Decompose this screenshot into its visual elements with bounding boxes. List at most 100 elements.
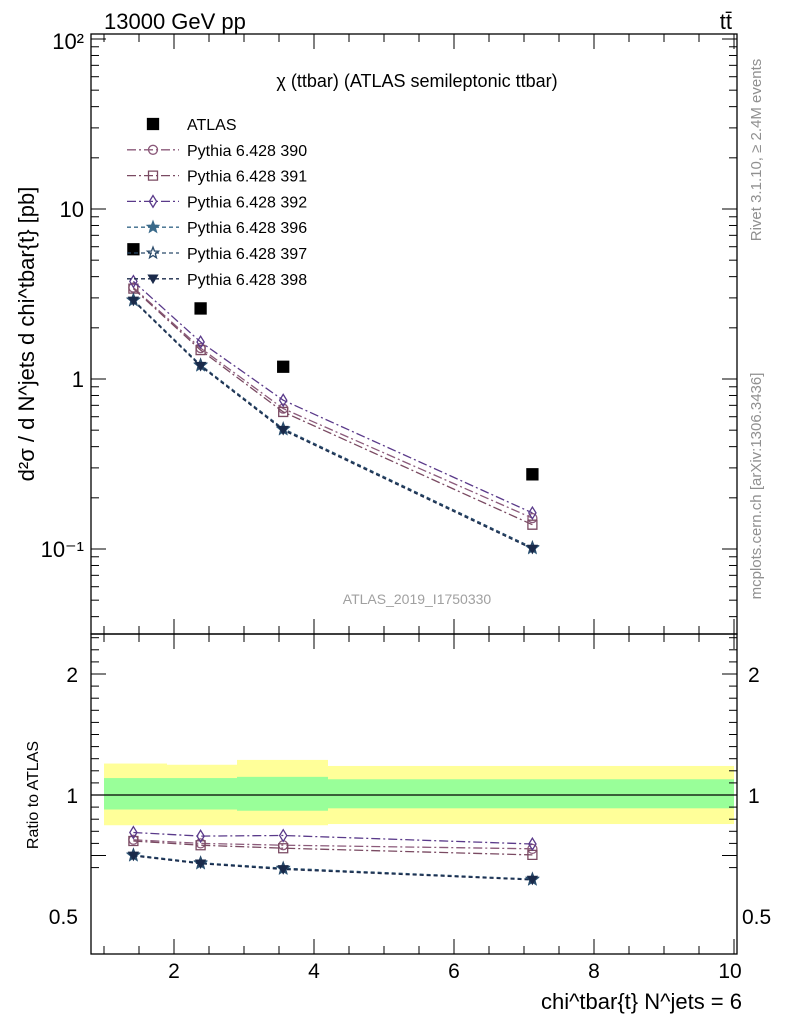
rivet-version-label: Rivet 3.1.10, ≥ 2.4M events <box>748 59 765 242</box>
main-series-group <box>126 243 540 555</box>
series-line <box>132 299 533 549</box>
band-green <box>237 776 328 811</box>
main-ticks <box>91 34 737 634</box>
data-point <box>526 544 539 555</box>
ratio-y-tick-label-0.5: 0.5 <box>49 906 78 929</box>
legend-item: Pythia 6.428 392 <box>127 194 307 211</box>
legend-label: Pythia 6.428 391 <box>187 169 307 186</box>
ratio-y-tick-label-1: 1 <box>66 785 78 808</box>
data-point <box>528 505 537 521</box>
main-y-tick-labels: 10² 10 1 10⁻¹ <box>41 29 84 562</box>
legend: ATLAS Pythia 6.428 390 Pythia 6.428 391 Pyt… <box>127 117 307 289</box>
data-point <box>277 425 289 436</box>
x-tick-label-10: 10 <box>718 960 741 983</box>
ratio-series-pythia-6-428-398 <box>127 851 539 886</box>
analysis-label: ATLAS_2019_I1750330 <box>343 591 492 607</box>
ratio-line <box>133 855 533 881</box>
mcplots-label: mcplots.cern.ch [arXiv:1306.3436] <box>748 373 765 600</box>
ratio-y-tick-label-2: 2 <box>66 664 78 687</box>
ratio-y-tick-label-right-0.5: 0.5 <box>742 906 771 929</box>
ratio-y-axis-label: Ratio to ATLAS <box>25 741 42 849</box>
data-point <box>526 468 539 481</box>
x-tick-label-6: 6 <box>448 960 460 983</box>
legend-label: Pythia 6.428 396 <box>187 220 307 237</box>
data-point <box>277 360 290 373</box>
main-panel: 10² 10 1 10⁻¹ χ (ttbar) (ATLAS semilepto… <box>14 29 738 635</box>
data-point <box>527 519 538 530</box>
legend-label: ATLAS <box>187 117 237 134</box>
ratio-series-pythia-6-428-392 <box>129 825 537 852</box>
legend-label: Pythia 6.428 398 <box>187 272 307 289</box>
ratio-ticks <box>91 634 737 954</box>
legend-item: ATLAS <box>146 117 237 134</box>
legend-marker <box>145 219 161 234</box>
x-axis-label: chi^tbar{t} N^jets = 6 <box>541 989 742 1014</box>
series-pythia-6-428-398 <box>127 296 539 555</box>
series-line <box>132 287 533 519</box>
data-point <box>127 243 140 256</box>
ratio-point <box>127 851 140 862</box>
legend-item: Pythia 6.428 397 <box>127 245 307 263</box>
legend-item: Pythia 6.428 390 <box>127 143 307 160</box>
ratio-point <box>277 865 289 875</box>
data-point <box>127 296 140 307</box>
ratio-panel: 2 1 0.5 2 1 0.5 2 4 6 8 10 Ratio to ATLA… <box>25 633 771 1014</box>
data-point <box>527 512 538 524</box>
data-point <box>196 334 205 350</box>
y-tick-label-1: 1 <box>72 367 84 392</box>
legend-marker <box>147 170 159 181</box>
band-green <box>104 778 167 810</box>
ratio-frame <box>90 633 738 955</box>
series-line <box>132 280 533 514</box>
ratio-line <box>133 831 533 845</box>
x-tick-label-8: 8 <box>588 960 600 983</box>
legend-item: Pythia 6.428 398 <box>127 272 307 289</box>
ratio-point <box>278 843 289 854</box>
legend-label: Pythia 6.428 392 <box>187 194 307 211</box>
x-tick-label-2: 2 <box>168 960 180 983</box>
energy-label: 13000 GeV pp <box>104 9 246 34</box>
ratio-line <box>133 854 533 880</box>
legend-marker <box>146 117 160 131</box>
band-green <box>328 779 734 809</box>
band-green <box>167 778 237 810</box>
ratio-y-tick-label-right-1: 1 <box>748 785 760 808</box>
series-pythia-6-428-390 <box>128 282 538 524</box>
ratio-uncertainty-bands <box>104 759 734 826</box>
series-line <box>132 288 533 526</box>
ratio-point <box>194 859 207 870</box>
ratio-point <box>196 829 205 844</box>
ratio-point <box>528 836 537 852</box>
legend-marker <box>145 245 161 260</box>
series-line <box>132 300 533 550</box>
chart-title: χ (ttbar) (ATLAS semileptonic ttbar) <box>276 71 557 91</box>
series-pythia-6-428-396 <box>126 292 540 555</box>
y-tick-label-10: 10 <box>60 197 84 222</box>
ratio-y-tick-label-right-2: 2 <box>748 664 760 687</box>
ratio-point <box>526 875 539 886</box>
ratio-point <box>278 828 288 843</box>
ratio-point <box>129 825 138 840</box>
legend-item: Pythia 6.428 396 <box>127 219 307 237</box>
data-point <box>278 393 288 408</box>
y-tick-label-100: 10² <box>52 29 84 54</box>
x-tick-label-4: 4 <box>308 960 320 983</box>
legend-marker <box>147 144 159 155</box>
legend-marker <box>147 274 159 285</box>
y-tick-label-0.1: 10⁻¹ <box>41 537 84 562</box>
data-point <box>129 274 138 289</box>
ratio-line <box>133 839 533 850</box>
ratio-series-group <box>126 825 540 886</box>
legend-label: Pythia 6.428 397 <box>187 246 307 263</box>
ratio-line <box>133 840 533 856</box>
ratio-series-pythia-6-428-397 <box>126 847 540 886</box>
legend-marker <box>148 194 158 209</box>
data-point <box>278 406 289 418</box>
series-line <box>132 299 533 549</box>
process-label: tt̄ <box>720 9 732 34</box>
legend-label: Pythia 6.428 390 <box>187 143 307 160</box>
series-atlas <box>127 243 539 481</box>
main-y-axis-label: d²σ / d N^jets d chi^tbar{t} [pb] <box>14 187 39 482</box>
ratio-series-pythia-6-428-396 <box>126 847 540 886</box>
